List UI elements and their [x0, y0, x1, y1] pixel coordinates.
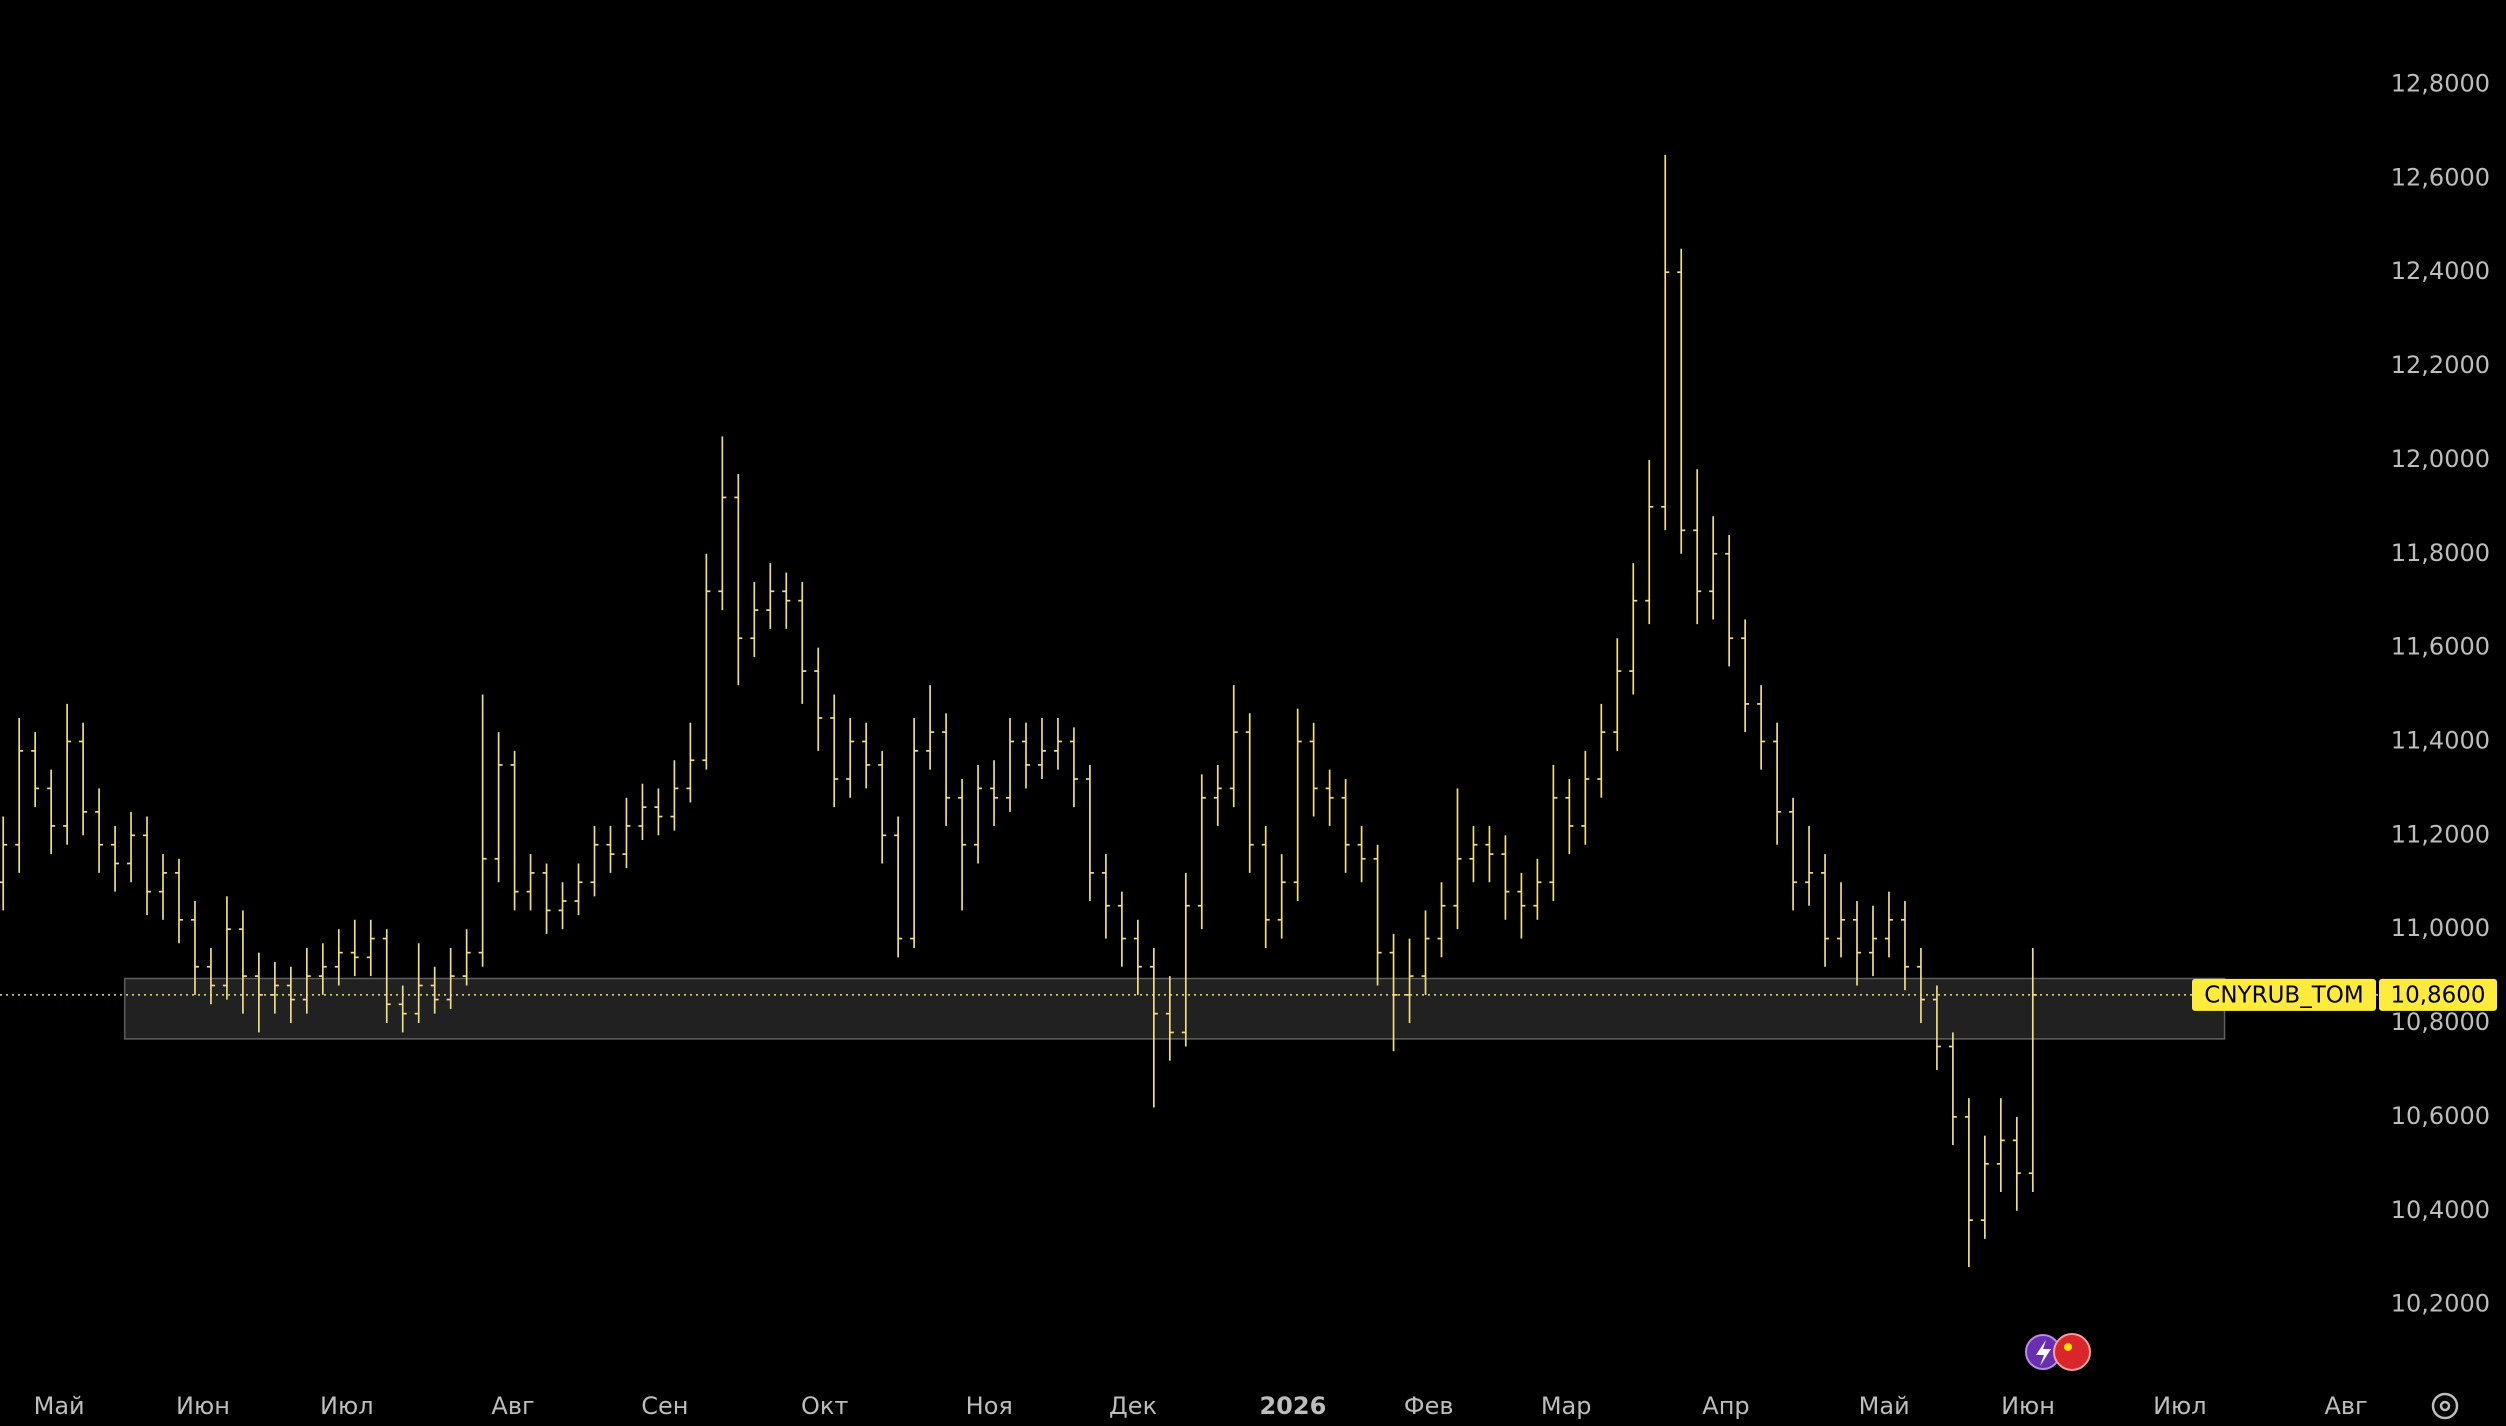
x-tick-label: Дек [1109, 1392, 1157, 1420]
flag-icon [2053, 1333, 2091, 1371]
x-tick-label: Фев [1404, 1392, 1454, 1420]
y-tick-label: 12,6000 [2391, 163, 2490, 191]
x-tick-label: Май [34, 1392, 85, 1420]
x-tick-label: Сен [641, 1392, 688, 1420]
price-zone [123, 977, 2226, 1040]
x-tick-label: Июн [176, 1392, 230, 1420]
x-tick-label: Мар [1541, 1392, 1592, 1420]
y-tick-label: 11,2000 [2391, 820, 2490, 848]
y-tick-label: 11,8000 [2391, 539, 2490, 567]
media-icons [2025, 1333, 2091, 1371]
x-tick-label: Июл [2153, 1392, 2207, 1420]
y-tick-label: 11,6000 [2391, 633, 2490, 661]
x-tick-label: Май [1859, 1392, 1910, 1420]
symbol-label: CNYRUB_TOM [2204, 982, 2363, 1008]
gear-outline[interactable] [2431, 1392, 2459, 1420]
y-tick-label: 10,2000 [2391, 1290, 2490, 1318]
gear-hub[interactable] [2439, 1400, 2451, 1412]
symbol-label-box [2192, 978, 2376, 1011]
price-label: 10,8600 [2390, 982, 2485, 1008]
y-tick-label: 10,4000 [2391, 1196, 2490, 1224]
settings-icon[interactable] [2431, 1392, 2459, 1420]
x-tick-label: Апр [1702, 1392, 1749, 1420]
x-tick-label: Ноя [966, 1392, 1013, 1420]
y-tick-label: 12,4000 [2391, 257, 2490, 285]
y-tick-label: 11,4000 [2391, 726, 2490, 754]
y-tick-label: 11,0000 [2391, 914, 2490, 942]
y-tick-label: 12,0000 [2391, 445, 2490, 473]
ohlc-series [0, 154, 2037, 1268]
x-tick-label: Июл [320, 1392, 374, 1420]
y-tick-label: 12,8000 [2391, 69, 2490, 97]
y-tick-label: 12,2000 [2391, 351, 2490, 379]
price-label-box [2379, 978, 2497, 1011]
y-tick-label: 10,8000 [2391, 1008, 2490, 1036]
y-tick-label: 10,6000 [2391, 1102, 2490, 1130]
x-tick-label: 2026 [1259, 1392, 1326, 1420]
lightning-glyph [2036, 1340, 2051, 1366]
x-tick-label: Июн [2001, 1392, 2055, 1420]
x-tick-label: Окт [801, 1392, 848, 1420]
x-tick-label: Авг [491, 1392, 534, 1420]
x-tick-label: Авг [2324, 1392, 2367, 1420]
flag-star [2064, 1343, 2072, 1351]
